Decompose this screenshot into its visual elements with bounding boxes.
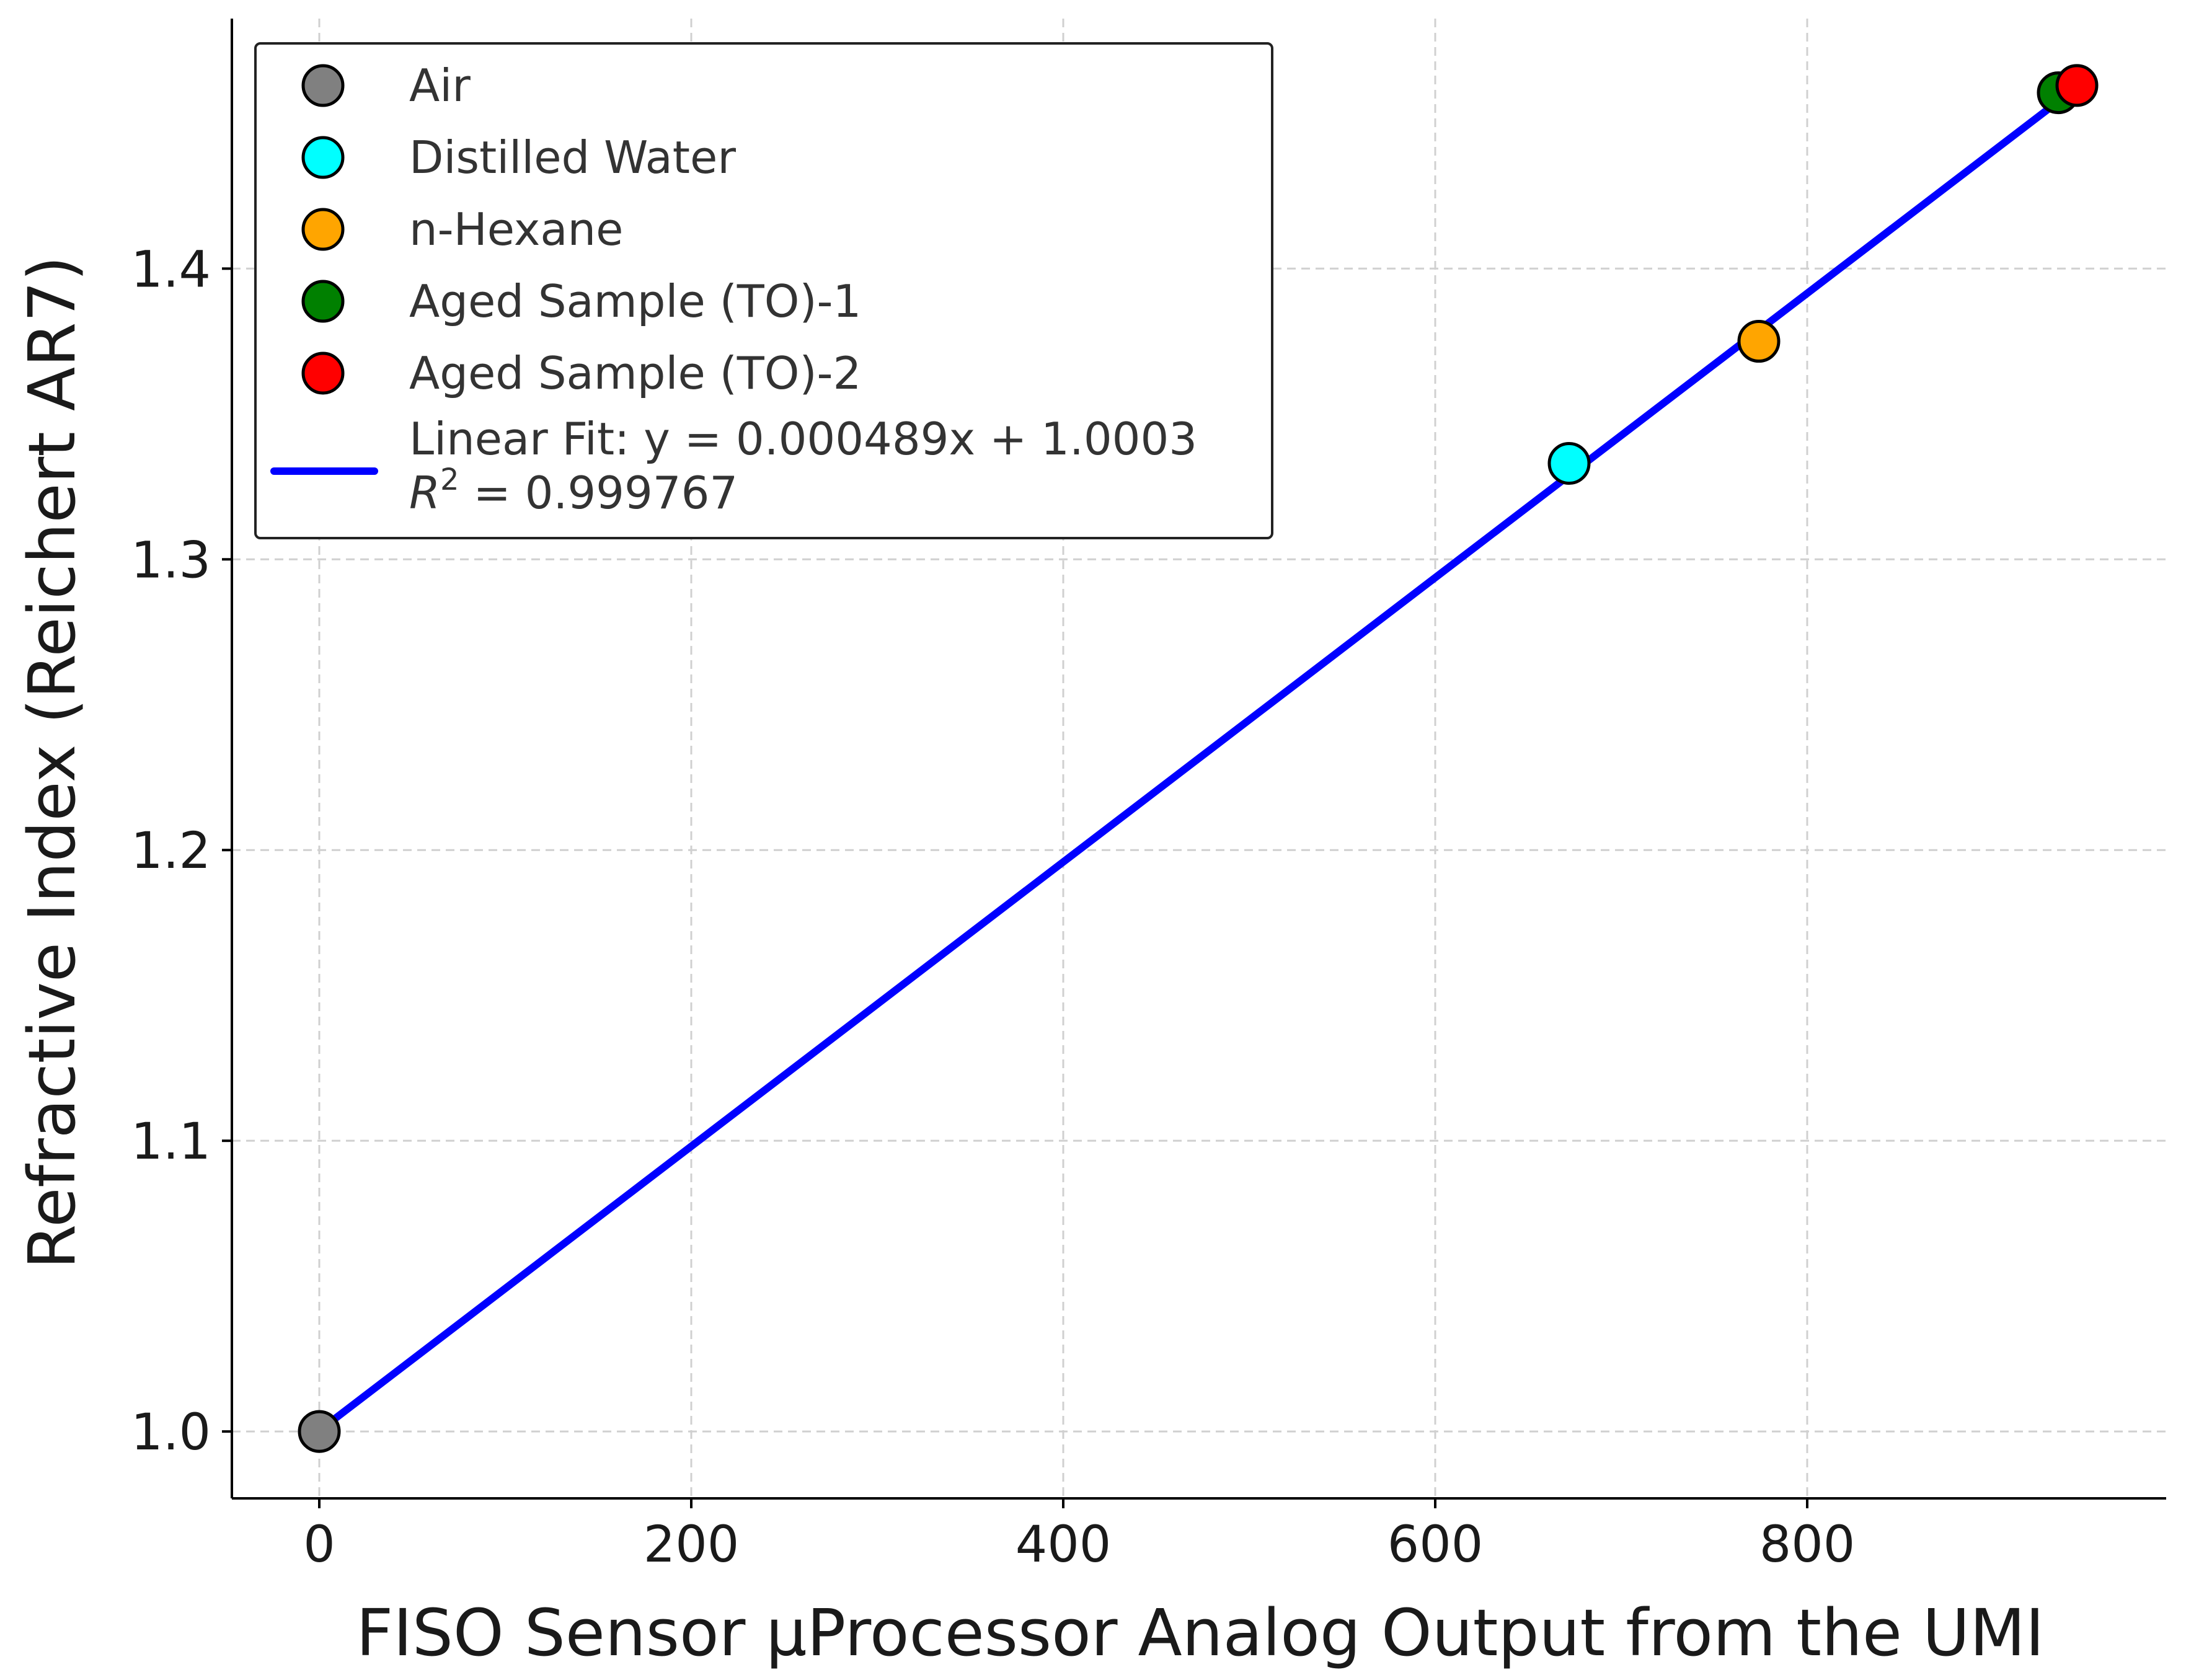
legend-marker-3	[301, 280, 345, 323]
linear-fit-line	[316, 83, 2081, 1435]
r-value: = 0.999767	[459, 467, 738, 519]
r-symbol: R	[409, 467, 440, 519]
point-distilled-water-0	[1547, 442, 1591, 485]
y-tick-label-0: 1.0	[131, 1404, 211, 1462]
legend-label-0: Air	[409, 60, 471, 112]
legend-label-1: Distilled Water	[409, 131, 736, 183]
y-tick-label-1: 1.1	[131, 1113, 211, 1171]
ticks: 0 200 400 600 800 1.0 1.1 1.2 1.3 1.4	[131, 241, 1855, 1574]
point-air-0	[298, 1410, 341, 1453]
legend-marker-2	[301, 208, 345, 251]
point-aged-sample-to-2-0	[2055, 64, 2099, 107]
y-tick-label-2: 1.2	[131, 822, 211, 880]
x-axis-title: FISO Sensor µProcessor Analog Output fro…	[356, 1595, 2044, 1671]
data-points	[298, 64, 2099, 1453]
r-exponent: 2	[440, 462, 459, 497]
fit-line-layer	[316, 83, 2081, 1435]
y-axis-title: Refractive Index (Reichert AR7)	[14, 256, 90, 1269]
x-tick-label-1: 200	[644, 1516, 740, 1574]
legend-marker-1	[301, 136, 345, 179]
legend-box	[254, 42, 1273, 539]
y-tick-label-4: 1.4	[131, 241, 211, 299]
legend-marker-4	[301, 351, 345, 395]
legend-items: Air Distilled Water n-Hexane Aged Sample (T…	[301, 60, 861, 399]
legend-marker-0	[301, 64, 345, 107]
x-tick-label-0: 0	[303, 1516, 335, 1574]
legend-label-3: Aged Sample (TO)-1	[409, 275, 861, 327]
legend-label-2: n-Hexane	[409, 203, 623, 255]
point-n-hexane-0	[1737, 320, 1781, 363]
x-tick-label-3: 600	[1387, 1516, 1484, 1574]
y-tick-label-3: 1.3	[131, 531, 211, 590]
axes	[231, 19, 2166, 1500]
x-tick-label-4: 800	[1759, 1516, 1856, 1574]
legend: Air Distilled Water n-Hexane Aged Sample (T…	[254, 42, 1273, 539]
x-tick-label-2: 400	[1016, 1516, 1112, 1574]
legend-fit-label: Linear Fit: y = 0.000489x + 1.0003	[409, 413, 1197, 465]
legend-r-squared-label: R2 = 0.999767	[409, 462, 738, 519]
legend-label-4: Aged Sample (TO)-2	[409, 347, 861, 399]
